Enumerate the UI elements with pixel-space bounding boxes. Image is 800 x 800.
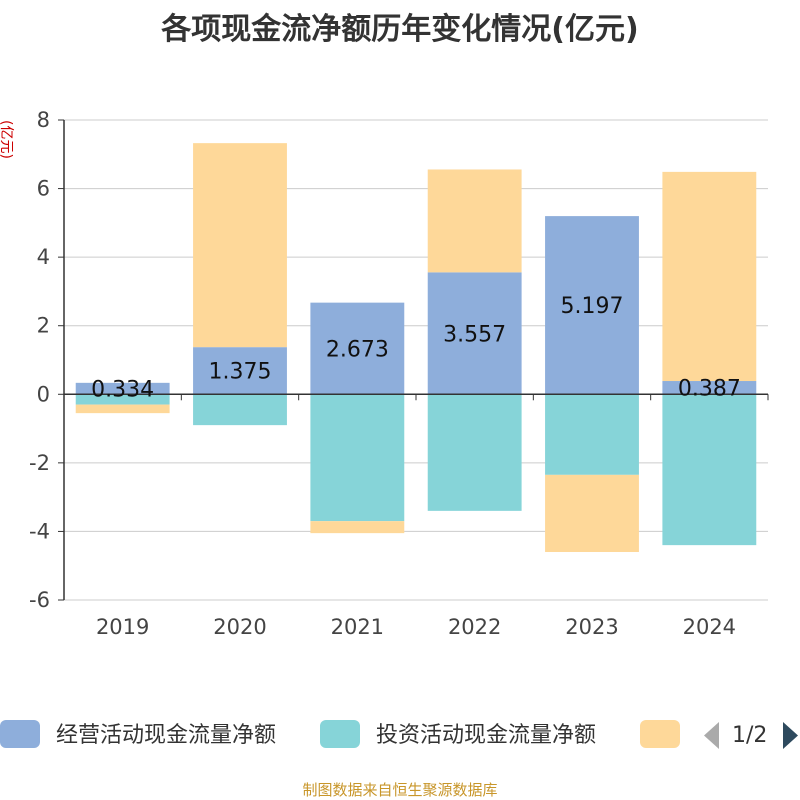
data-label: 5.197 xyxy=(561,294,624,319)
x-tick-label: 2021 xyxy=(331,615,384,639)
bar-series3-2024[interactable] xyxy=(662,171,757,382)
bar-series1-2022[interactable] xyxy=(427,272,522,395)
legend-next-icon[interactable] xyxy=(783,722,798,749)
legend: 经营活动现金流量净额 投资活动现金流量净额 1/2 xyxy=(0,720,798,749)
legend-swatch xyxy=(640,720,680,748)
legend-prev-icon[interactable] xyxy=(704,722,719,749)
legend-label: 投资活动现金流量净额 xyxy=(376,723,596,748)
bar-series3-2020[interactable] xyxy=(193,143,287,348)
y-tick-label: 2 xyxy=(37,314,50,338)
bar-series2-2019[interactable] xyxy=(75,394,170,405)
bar-series2-2021[interactable] xyxy=(310,394,405,522)
bar-series2-2020[interactable] xyxy=(193,394,287,426)
bar-series1-2023[interactable] xyxy=(545,216,639,395)
y-tick-label: 8 xyxy=(37,108,50,132)
y-tick-label: -6 xyxy=(29,588,50,612)
x-tick-label: 2024 xyxy=(683,615,736,639)
data-label: 3.557 xyxy=(443,322,506,347)
bar-series2-2023[interactable] xyxy=(545,394,639,475)
y-tick-label: 0 xyxy=(37,382,50,406)
data-labels: 0.334 1.375 2.673 3.557 5.197 0.387 xyxy=(91,294,741,402)
legend-label: 经营活动现金流量净额 xyxy=(56,723,276,748)
data-label: 2.673 xyxy=(326,337,389,362)
legend-item-1[interactable]: 经营活动现金流量净额 xyxy=(0,720,276,748)
y-tick-label: -2 xyxy=(29,451,50,475)
x-tick-label: 2019 xyxy=(96,615,149,639)
legend-swatch xyxy=(0,720,40,748)
y-axis-unit-label: (亿元) xyxy=(0,120,14,159)
x-tick-label: 2022 xyxy=(448,615,501,639)
y-tick-label: -4 xyxy=(29,519,50,543)
bars xyxy=(75,143,757,552)
data-label: 0.387 xyxy=(678,377,741,402)
data-label: 0.334 xyxy=(91,378,154,403)
axes: 8 6 4 2 0 -2 -4 -6 2019 2020 2021 2022 2023 2024 xyxy=(29,108,769,639)
bar-series2-2024[interactable] xyxy=(662,394,757,546)
bar-series3-2022[interactable] xyxy=(427,169,522,273)
bar-series1-2021[interactable] xyxy=(310,302,405,395)
bar-series3-2023[interactable] xyxy=(545,474,639,552)
bar-series3-2019[interactable] xyxy=(75,404,170,414)
bar-series1-2019[interactable] xyxy=(75,382,170,395)
bar-series1-2024[interactable] xyxy=(662,381,757,395)
y-tick-label: 6 xyxy=(37,177,50,201)
x-tick-label: 2023 xyxy=(565,615,618,639)
legend-page-indicator: 1/2 xyxy=(732,723,767,748)
legend-item-3[interactable] xyxy=(640,720,680,748)
y-tick-label: 4 xyxy=(37,245,50,269)
data-source-note: 制图数据来自恒生聚源数据库 xyxy=(302,781,498,799)
data-label: 1.375 xyxy=(209,360,272,385)
bar-series2-2022[interactable] xyxy=(427,394,522,511)
chart-title: 各项现金流净额历年变化情况(亿元) xyxy=(161,12,639,47)
x-tick-label: 2020 xyxy=(213,615,266,639)
bar-series3-2021[interactable] xyxy=(310,521,405,534)
grid-lines xyxy=(64,119,768,601)
legend-item-2[interactable]: 投资活动现金流量净额 xyxy=(320,720,596,748)
bar-series1-2020[interactable] xyxy=(193,347,287,395)
legend-swatch xyxy=(320,720,360,748)
